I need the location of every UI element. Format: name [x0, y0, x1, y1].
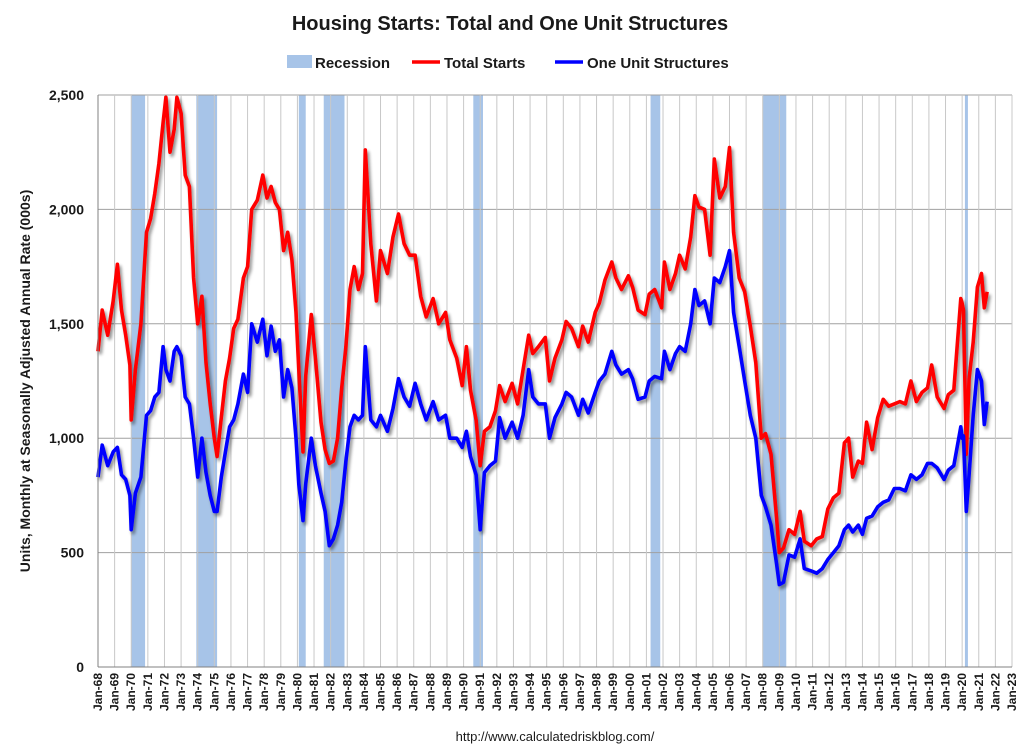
x-tick-label-21: Jan-89	[440, 673, 454, 711]
y-axis-label: Units, Monthly at Seasonally Adjusted An…	[17, 190, 33, 572]
x-tick-label-45: Jan-13	[839, 673, 853, 711]
legend-label-recession: Recession	[315, 55, 390, 72]
x-tick-label-18: Jan-86	[390, 673, 404, 711]
x-tick-label-35: Jan-03	[673, 673, 687, 711]
series-line-1	[96, 248, 989, 587]
x-tick-label-48: Jan-16	[889, 673, 903, 711]
y-tick-label-0: 0	[76, 659, 84, 675]
x-tick-label-2: Jan-70	[124, 673, 138, 711]
y-tick-label-4: 2,000	[49, 201, 84, 217]
x-tick-label-33: Jan-01	[639, 673, 653, 711]
x-tick-label-23: Jan-91	[473, 673, 487, 711]
recession-band-6	[762, 95, 787, 667]
x-tick-label-53: Jan-21	[972, 673, 986, 711]
y-tick-label-5: 2,500	[49, 87, 84, 103]
x-tick-label-20: Jan-88	[423, 673, 437, 711]
x-tick-label-1: Jan-69	[108, 673, 122, 711]
x-tick-label-3: Jan-71	[141, 673, 155, 711]
x-tick-label-36: Jan-04	[689, 673, 703, 711]
x-tick-label-6: Jan-74	[191, 673, 205, 711]
x-tick-label-41: Jan-09	[772, 673, 786, 711]
x-tick-label-11: Jan-79	[274, 673, 288, 711]
source-url: http://www.calculatedriskblog.com/	[456, 729, 655, 744]
x-tick-label-38: Jan-06	[723, 673, 737, 711]
recession-band-0	[131, 95, 146, 667]
x-tick-label-4: Jan-72	[158, 673, 172, 711]
y-tick-labels: 0 500 1,000 1,500 2,000 2,500	[49, 87, 84, 675]
chart-title: Housing Starts: Total and One Unit Struc…	[292, 13, 728, 35]
x-tick-label-26: Jan-94	[523, 673, 537, 711]
x-tick-label-15: Jan-83	[340, 673, 354, 711]
x-tick-label-47: Jan-15	[872, 673, 886, 711]
x-tick-label-31: Jan-99	[606, 673, 620, 711]
x-tick-label-0: Jan-68	[91, 673, 105, 711]
x-tick-label-25: Jan-93	[507, 673, 521, 711]
x-tick-label-34: Jan-02	[656, 673, 670, 711]
x-tick-label-44: Jan-12	[822, 673, 836, 711]
recession-band-5	[650, 95, 661, 667]
y-tick-label-1: 500	[61, 545, 85, 561]
x-tick-labels: Jan-68 Jan-69 Jan-70 Jan-71 Jan-72 Jan-73 Jan-…	[91, 673, 1019, 711]
x-tick-label-51: Jan-19	[939, 673, 953, 711]
x-tick-label-9: Jan-77	[241, 673, 255, 711]
x-tick-label-24: Jan-92	[490, 673, 504, 711]
x-tick-label-14: Jan-82	[324, 673, 338, 711]
x-tick-label-28: Jan-96	[556, 673, 570, 711]
recession-band-4	[473, 95, 483, 667]
y-tick-label-3: 1,500	[49, 316, 84, 332]
x-tick-label-27: Jan-95	[540, 673, 554, 711]
x-tick-label-30: Jan-98	[590, 673, 604, 711]
x-tick-label-42: Jan-10	[789, 673, 803, 711]
x-tick-label-13: Jan-81	[307, 673, 321, 711]
x-tick-label-10: Jan-78	[257, 673, 271, 711]
series-lines	[96, 95, 989, 587]
legend: Recession Total Starts One Unit Structur…	[287, 55, 729, 72]
x-tick-label-32: Jan-00	[623, 673, 637, 711]
x-tick-label-46: Jan-14	[855, 673, 869, 711]
y-tick-label-2: 1,000	[49, 430, 84, 446]
x-tick-label-49: Jan-17	[905, 673, 919, 711]
x-tick-label-39: Jan-07	[739, 673, 753, 711]
x-tick-label-17: Jan-85	[374, 673, 388, 711]
x-tick-label-29: Jan-97	[573, 673, 587, 711]
x-tick-label-8: Jan-76	[224, 673, 238, 711]
x-tick-label-40: Jan-08	[756, 673, 770, 711]
x-tick-label-22: Jan-90	[457, 673, 471, 711]
x-tick-label-50: Jan-18	[922, 673, 936, 711]
x-tick-label-19: Jan-87	[407, 673, 421, 711]
grid-lines	[98, 94, 1013, 667]
x-tick-label-37: Jan-05	[706, 673, 720, 711]
x-tick-label-54: Jan-22	[988, 673, 1002, 711]
legend-label-one-unit: One Unit Structures	[587, 55, 729, 72]
x-tick-label-16: Jan-84	[357, 673, 371, 711]
series-line-0	[96, 95, 989, 555]
x-tick-label-7: Jan-75	[207, 673, 221, 711]
legend-swatch-recession	[287, 55, 312, 68]
x-tick-label-55: Jan-23	[1005, 673, 1019, 711]
axes	[97, 95, 1012, 668]
legend-label-total-starts: Total Starts	[444, 55, 525, 72]
recession-band-2	[298, 95, 306, 667]
x-tick-label-5: Jan-73	[174, 673, 188, 711]
x-tick-label-12: Jan-80	[290, 673, 304, 711]
x-tick-label-52: Jan-20	[955, 673, 969, 711]
x-tick-label-43: Jan-11	[806, 673, 820, 711]
